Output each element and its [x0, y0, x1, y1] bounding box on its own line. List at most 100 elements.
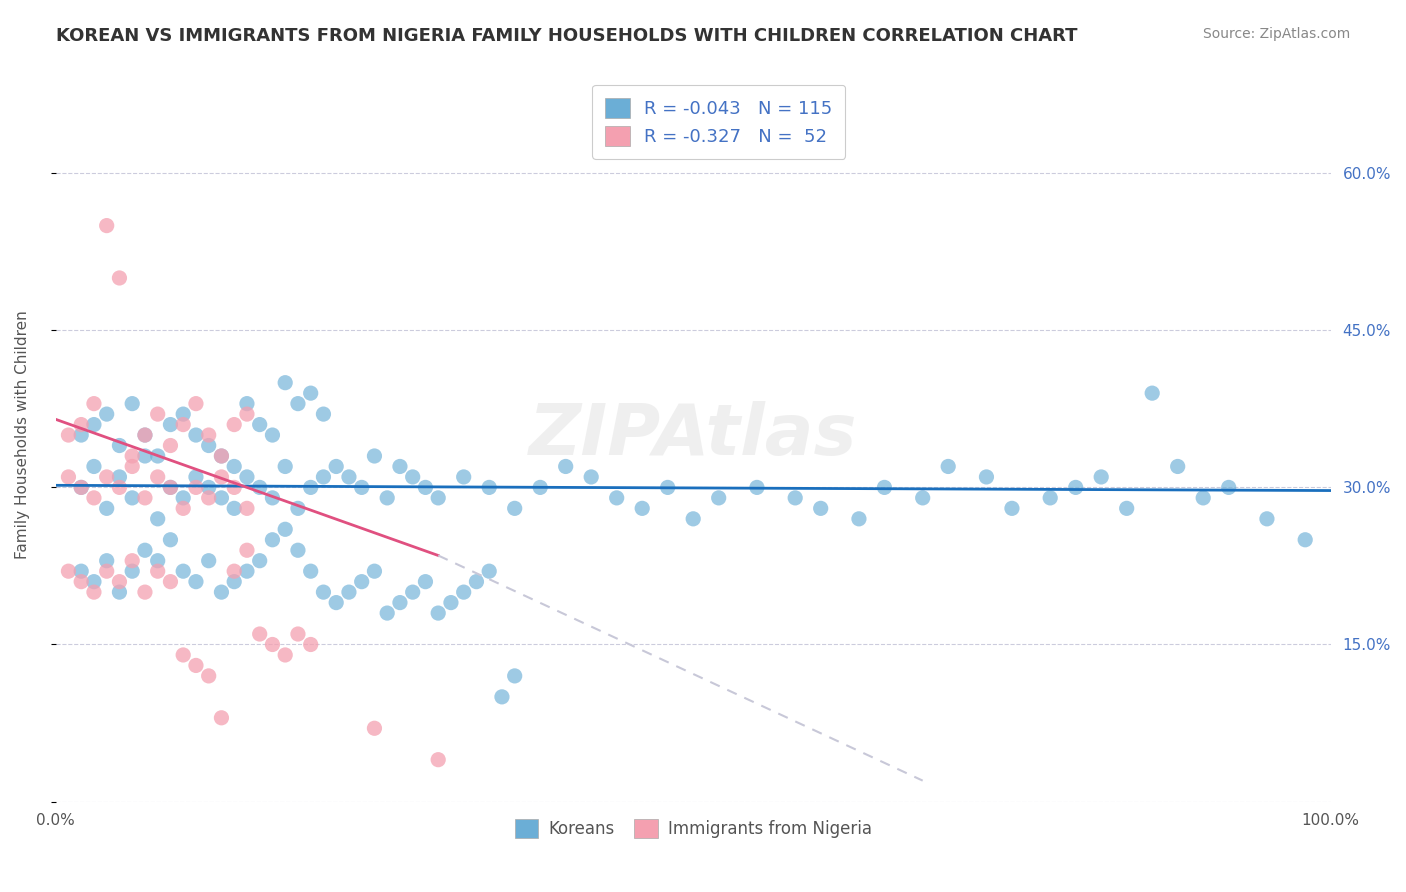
- Point: [58, 564, 80, 578]
- Point: [325, 596, 347, 610]
- Point: [312, 470, 335, 484]
- Point: [236, 564, 259, 578]
- Point: [375, 606, 398, 620]
- Point: [388, 596, 411, 610]
- Point: [337, 585, 360, 599]
- Point: [197, 480, 219, 494]
- Point: [478, 564, 501, 578]
- Point: [121, 459, 143, 474]
- Y-axis label: Family Households with Children: Family Households with Children: [15, 310, 30, 559]
- Point: [197, 491, 219, 505]
- Text: KOREAN VS IMMIGRANTS FROM NIGERIA FAMILY HOUSEHOLDS WITH CHILDREN CORRELATION CH: KOREAN VS IMMIGRANTS FROM NIGERIA FAMILY…: [56, 27, 1078, 45]
- Point: [529, 480, 551, 494]
- Point: [209, 711, 232, 725]
- Point: [83, 397, 105, 411]
- Point: [911, 491, 934, 505]
- Point: [209, 585, 232, 599]
- Point: [197, 428, 219, 442]
- Point: [184, 470, 207, 484]
- Point: [262, 533, 284, 547]
- Point: [70, 564, 93, 578]
- Point: [209, 491, 232, 505]
- Legend: Koreans, Immigrants from Nigeria: Koreans, Immigrants from Nigeria: [508, 812, 879, 845]
- Point: [249, 417, 271, 432]
- Point: [209, 449, 232, 463]
- Point: [415, 574, 437, 589]
- Point: [606, 491, 628, 505]
- Point: [83, 574, 105, 589]
- Point: [1115, 501, 1137, 516]
- Point: [249, 627, 271, 641]
- Point: [184, 397, 207, 411]
- Point: [83, 491, 105, 505]
- Point: [209, 470, 232, 484]
- Point: [388, 459, 411, 474]
- Point: [682, 512, 704, 526]
- Point: [70, 428, 93, 442]
- Point: [363, 449, 385, 463]
- Point: [427, 491, 450, 505]
- Point: [134, 428, 156, 442]
- Point: [184, 574, 207, 589]
- Point: [440, 596, 463, 610]
- Point: [579, 470, 602, 484]
- Point: [172, 501, 194, 516]
- Point: [745, 480, 768, 494]
- Point: [1001, 501, 1024, 516]
- Point: [108, 574, 131, 589]
- Point: [58, 470, 80, 484]
- Point: [70, 480, 93, 494]
- Point: [287, 501, 309, 516]
- Point: [108, 585, 131, 599]
- Point: [159, 533, 181, 547]
- Point: [707, 491, 730, 505]
- Point: [146, 512, 169, 526]
- Point: [274, 522, 297, 536]
- Point: [350, 574, 373, 589]
- Point: [848, 512, 870, 526]
- Point: [465, 574, 488, 589]
- Point: [491, 690, 513, 704]
- Point: [96, 554, 118, 568]
- Point: [184, 480, 207, 494]
- Point: [121, 564, 143, 578]
- Point: [299, 480, 322, 494]
- Point: [375, 491, 398, 505]
- Point: [631, 501, 654, 516]
- Point: [108, 438, 131, 452]
- Point: [1090, 470, 1112, 484]
- Point: [287, 397, 309, 411]
- Point: [224, 574, 246, 589]
- Point: [236, 407, 259, 421]
- Point: [197, 438, 219, 452]
- Point: [146, 449, 169, 463]
- Text: Source: ZipAtlas.com: Source: ZipAtlas.com: [1202, 27, 1350, 41]
- Point: [172, 564, 194, 578]
- Point: [197, 669, 219, 683]
- Point: [936, 459, 959, 474]
- Point: [96, 470, 118, 484]
- Point: [197, 554, 219, 568]
- Text: ZIPAtlas: ZIPAtlas: [529, 401, 858, 469]
- Point: [96, 407, 118, 421]
- Point: [172, 417, 194, 432]
- Point: [224, 564, 246, 578]
- Point: [236, 543, 259, 558]
- Point: [453, 585, 475, 599]
- Point: [1064, 480, 1087, 494]
- Point: [121, 397, 143, 411]
- Point: [159, 480, 181, 494]
- Point: [159, 480, 181, 494]
- Point: [159, 417, 181, 432]
- Point: [108, 271, 131, 285]
- Point: [58, 428, 80, 442]
- Point: [70, 574, 93, 589]
- Point: [1218, 480, 1240, 494]
- Point: [108, 480, 131, 494]
- Point: [287, 543, 309, 558]
- Point: [209, 449, 232, 463]
- Point: [224, 501, 246, 516]
- Point: [96, 501, 118, 516]
- Point: [363, 721, 385, 735]
- Point: [172, 648, 194, 662]
